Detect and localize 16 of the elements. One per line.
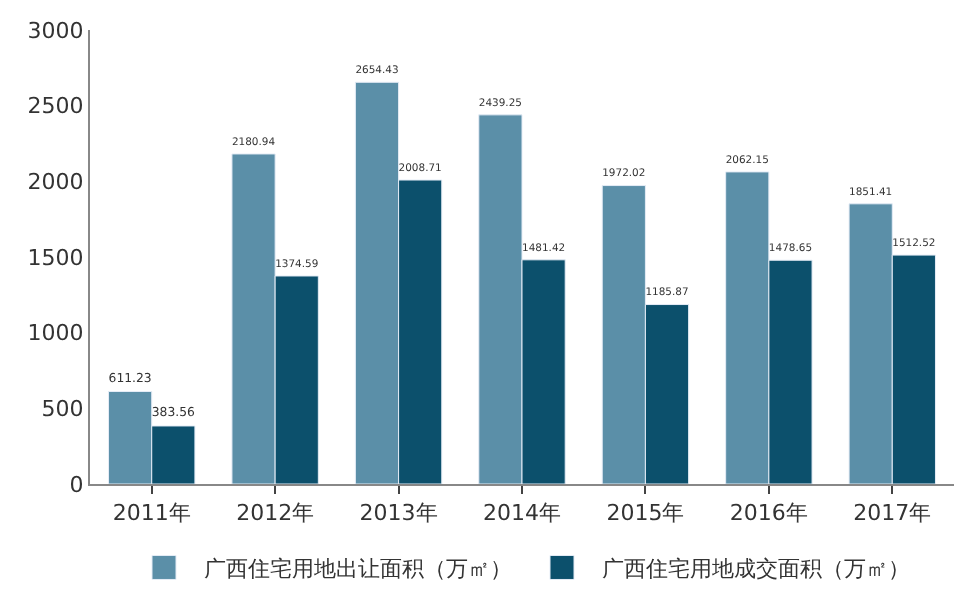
y-tick-label: 2500 [27, 93, 84, 120]
x-tick-label: 2015年 [606, 500, 685, 527]
y-tick-label: 1000 [27, 320, 84, 347]
legend-label: 广西住宅用地成交面积（万㎡） [602, 556, 910, 583]
legend-label: 广西住宅用地出让面积（万㎡） [204, 556, 512, 583]
y-tick-label: 3000 [27, 17, 84, 44]
y-tick-label: 2000 [27, 169, 84, 196]
x-tick-label: 2014年 [483, 500, 561, 527]
y-tick-label: 0 [69, 471, 84, 498]
x-tick-label: 2011年 [112, 500, 191, 527]
y-tick-label: 500 [41, 396, 84, 423]
y-tick-label: 1500 [27, 244, 84, 271]
x-tick-label: 2013年 [359, 500, 438, 527]
x-tick-label: 2012年 [236, 500, 315, 527]
x-tick-label: 2016年 [729, 500, 808, 527]
x-tick-label: 2017年 [853, 500, 932, 527]
